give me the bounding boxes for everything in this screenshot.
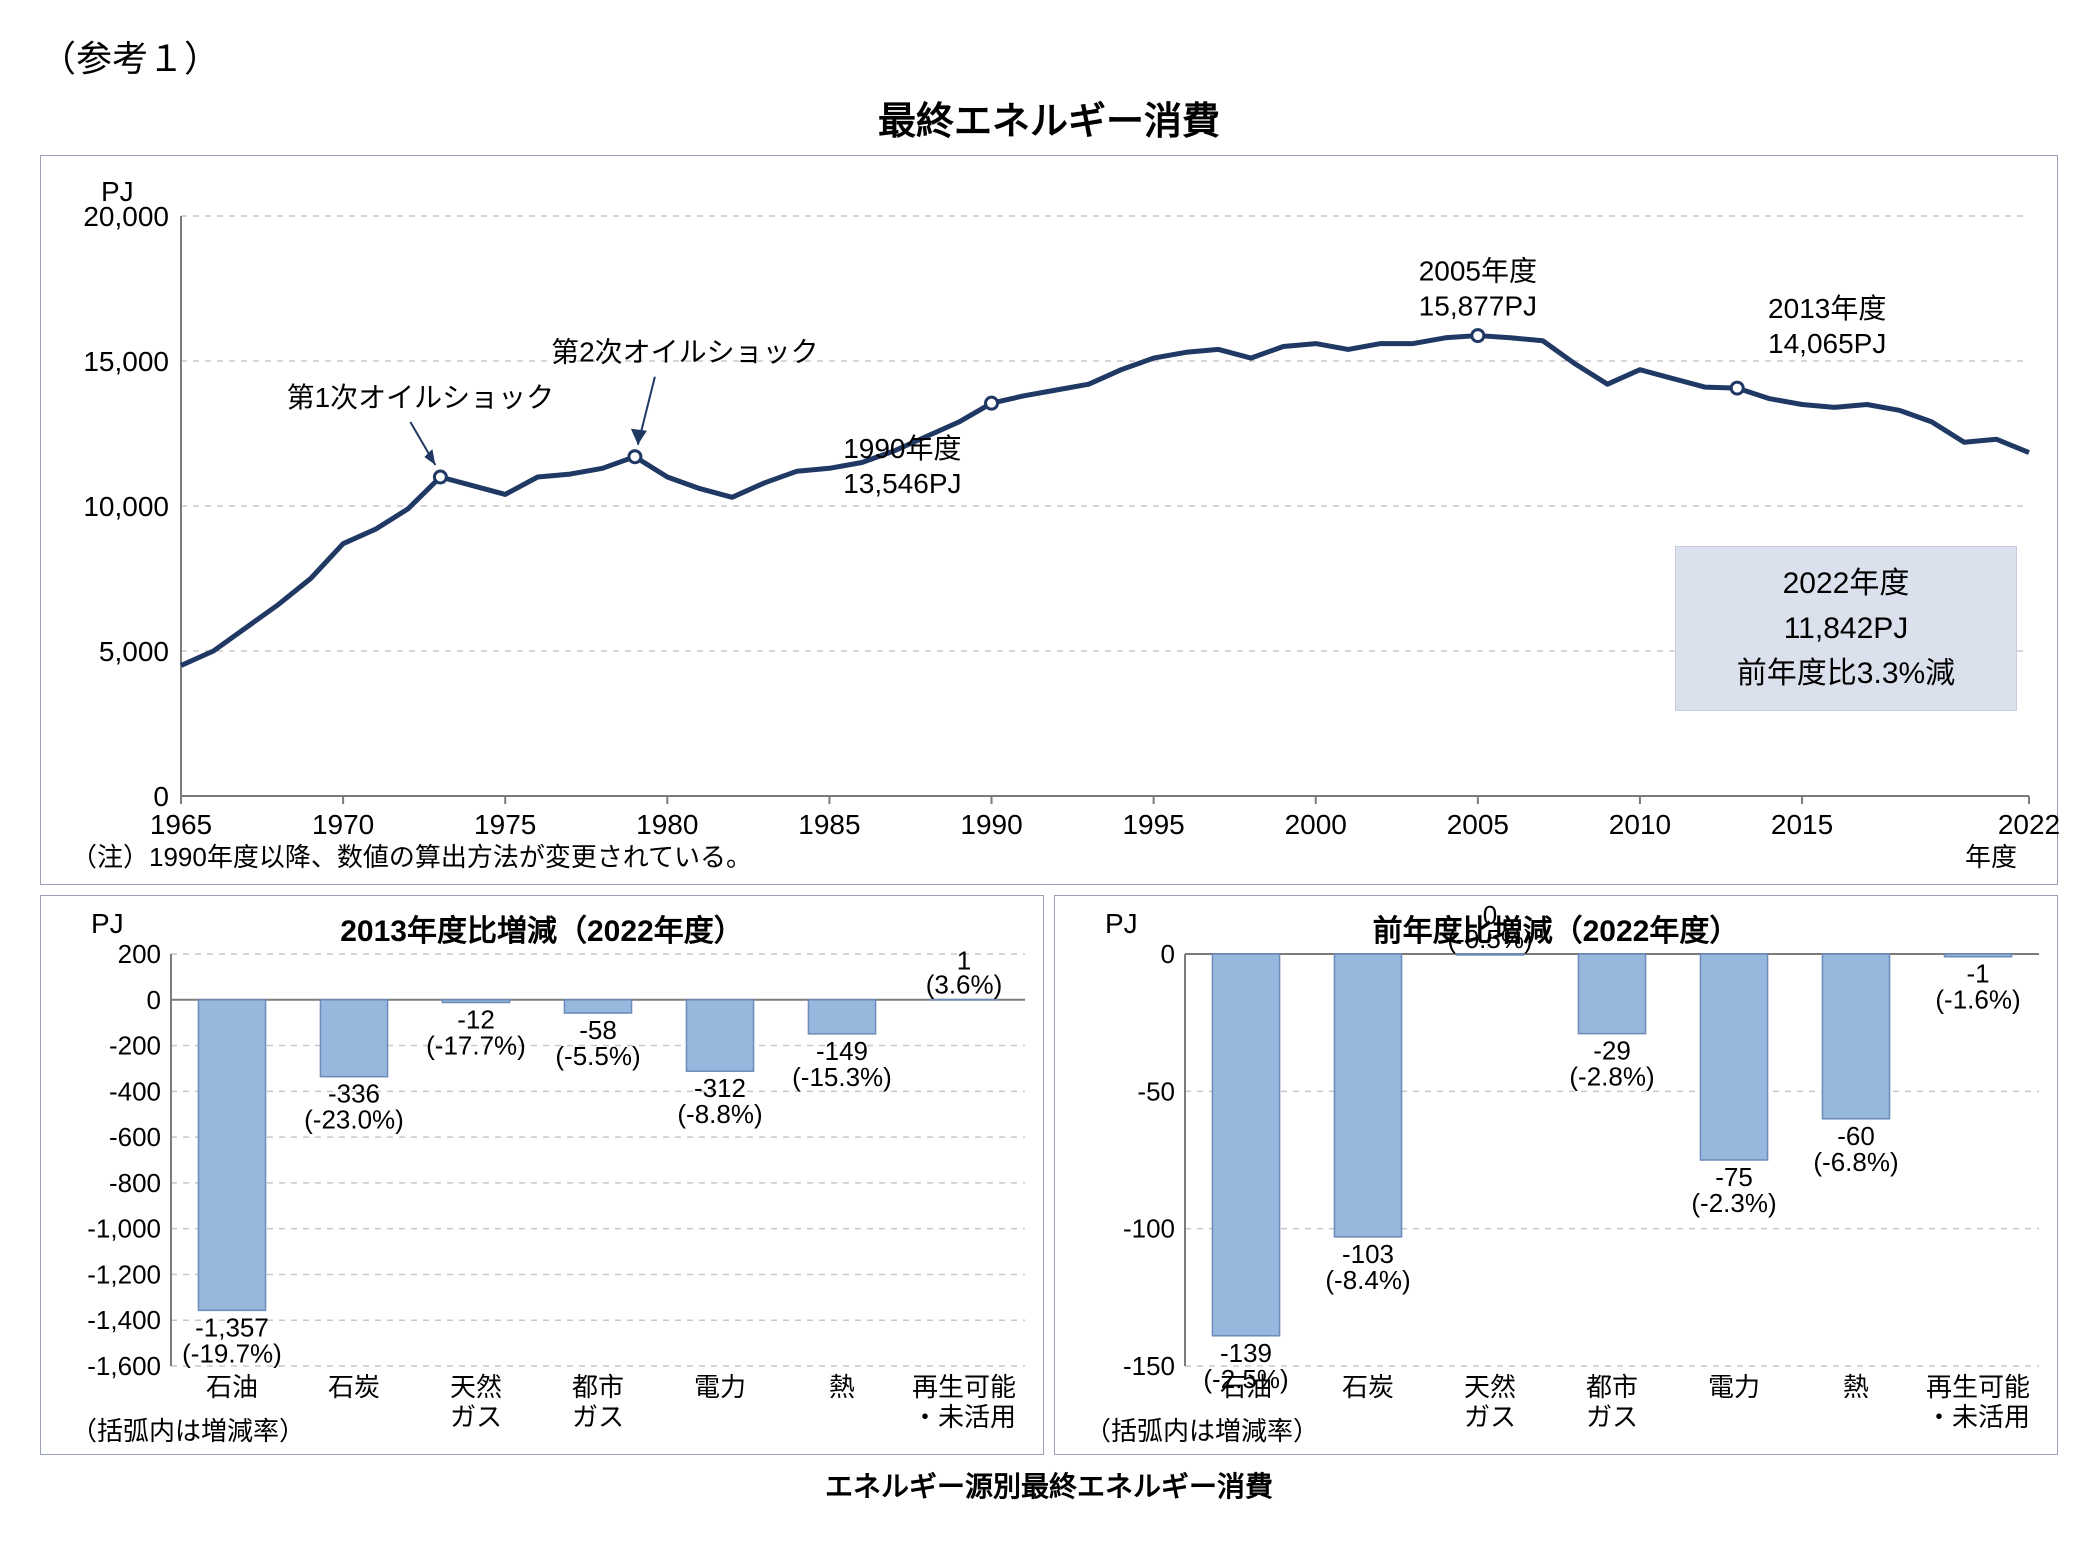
bar-left-panel: 2013年度比増減（2022年度） PJ 2000-200-400-600-80… (40, 895, 1044, 1455)
svg-text:-150: -150 (1123, 1351, 1175, 1381)
svg-text:都市: 都市 (572, 1372, 624, 1402)
line-x-suffix: 年度 (1965, 837, 2017, 874)
svg-text:(-8.8%): (-8.8%) (677, 1099, 762, 1129)
svg-text:1980: 1980 (636, 809, 698, 840)
svg-text:-1,400: -1,400 (87, 1305, 161, 1335)
bar-right-svg: 0-50-100-150-139(-2.5%)石油-103(-8.4%)石炭0(… (1055, 896, 2059, 1456)
bar-left-title: 2013年度比増減（2022年度） (41, 906, 1043, 950)
svg-text:都市: 都市 (1586, 1372, 1638, 1402)
svg-text:-400: -400 (109, 1076, 161, 1106)
svg-text:電力: 電力 (694, 1372, 746, 1402)
svg-text:ガス: ガス (1464, 1402, 1516, 1432)
line-y-unit: PJ (101, 176, 134, 208)
svg-text:15,877PJ: 15,877PJ (1419, 291, 1537, 322)
svg-text:石油: 石油 (1220, 1372, 1272, 1402)
bar-right-panel: 前年度比増減（2022年度） PJ 0-50-100-150-139(-2.5%… (1054, 895, 2058, 1455)
line-chart-note: （注）1990年度以降、数値の算出方法が変更されている。 (71, 837, 752, 874)
svg-text:石炭: 石炭 (328, 1372, 380, 1402)
svg-text:(-15.3%): (-15.3%) (792, 1062, 892, 1092)
svg-text:ガス: ガス (450, 1402, 502, 1432)
svg-text:-100: -100 (1123, 1214, 1175, 1244)
svg-text:・未活用: ・未活用 (912, 1402, 1016, 1432)
svg-text:-1,000: -1,000 (87, 1214, 161, 1244)
svg-text:再生可能: 再生可能 (912, 1372, 1016, 1402)
svg-text:(3.6%): (3.6%) (926, 970, 1003, 1000)
svg-text:-1,200: -1,200 (87, 1259, 161, 1289)
reference-label: （参考１） (40, 30, 2058, 82)
svg-text:天然: 天然 (1464, 1372, 1516, 1402)
svg-text:1965: 1965 (150, 809, 212, 840)
svg-text:-1,600: -1,600 (87, 1351, 161, 1381)
callout-line3: 前年度比3.3%減 (1706, 651, 1986, 696)
svg-text:(-1.6%): (-1.6%) (1935, 985, 2020, 1015)
bar-right-title: 前年度比増減（2022年度） (1055, 906, 2057, 950)
svg-text:1970: 1970 (312, 809, 374, 840)
svg-text:2010: 2010 (1609, 809, 1671, 840)
svg-text:1995: 1995 (1122, 809, 1184, 840)
svg-text:14,065PJ: 14,065PJ (1768, 328, 1886, 359)
svg-text:1975: 1975 (474, 809, 536, 840)
bar-right-unit: PJ (1105, 908, 1138, 940)
svg-text:天然: 天然 (450, 1372, 502, 1402)
svg-text:第2次オイルショック: 第2次オイルショック (551, 337, 819, 368)
bar-left-footnote: （括弧内は増減率） (71, 1411, 305, 1448)
svg-text:(-2.3%): (-2.3%) (1691, 1188, 1776, 1218)
svg-text:5,000: 5,000 (99, 636, 169, 667)
svg-text:0: 0 (153, 781, 169, 812)
svg-text:(-2.8%): (-2.8%) (1569, 1062, 1654, 1092)
svg-text:13,546PJ: 13,546PJ (843, 468, 961, 499)
svg-text:第1次オイルショック: 第1次オイルショック (287, 382, 555, 413)
svg-text:(-8.4%): (-8.4%) (1325, 1265, 1410, 1295)
svg-text:・未活用: ・未活用 (1926, 1402, 2030, 1432)
svg-text:0: 0 (147, 985, 161, 1015)
callout-2022: 2022年度 11,842PJ 前年度比3.3%減 (1675, 546, 2017, 711)
bar-left-svg: 2000-200-400-600-800-1,000-1,200-1,400-1… (41, 896, 1045, 1456)
svg-text:-800: -800 (109, 1168, 161, 1198)
bar-right-footnote: （括弧内は増減率） (1085, 1411, 1319, 1448)
page-title: 最終エネルギー消費 (40, 90, 2058, 145)
svg-text:2005年度: 2005年度 (1419, 256, 1537, 287)
svg-text:-50: -50 (1137, 1076, 1175, 1106)
svg-text:再生可能: 再生可能 (1926, 1372, 2030, 1402)
svg-text:1985: 1985 (798, 809, 860, 840)
svg-text:ガス: ガス (1586, 1402, 1638, 1432)
callout-line2: 11,842PJ (1706, 606, 1986, 651)
svg-text:熱: 熱 (829, 1372, 855, 1402)
svg-text:(-23.0%): (-23.0%) (304, 1105, 404, 1135)
svg-text:ガス: ガス (572, 1402, 624, 1432)
svg-text:2022: 2022 (1998, 809, 2059, 840)
svg-text:2005: 2005 (1447, 809, 1509, 840)
callout-line1: 2022年度 (1706, 561, 1986, 606)
svg-text:15,000: 15,000 (83, 346, 169, 377)
svg-text:電力: 電力 (1708, 1372, 1760, 1402)
svg-text:(-5.5%): (-5.5%) (555, 1041, 640, 1071)
svg-text:石油: 石油 (206, 1372, 258, 1402)
svg-text:-600: -600 (109, 1122, 161, 1152)
footer-title: エネルギー源別最終エネルギー消費 (40, 1465, 2058, 1505)
svg-text:2015: 2015 (1771, 809, 1833, 840)
svg-text:1990年度: 1990年度 (843, 433, 961, 464)
svg-text:2000: 2000 (1285, 809, 1347, 840)
svg-text:1990: 1990 (960, 809, 1022, 840)
svg-text:-200: -200 (109, 1031, 161, 1061)
svg-text:(-6.8%): (-6.8%) (1813, 1147, 1898, 1177)
svg-text:石炭: 石炭 (1342, 1372, 1394, 1402)
line-chart-panel: PJ 05,00010,00015,00020,0001965197019751… (40, 155, 2058, 885)
svg-text:(-19.7%): (-19.7%) (182, 1338, 282, 1368)
svg-text:10,000: 10,000 (83, 491, 169, 522)
svg-text:2013年度: 2013年度 (1768, 293, 1886, 324)
line-chart-svg: 05,00010,00015,00020,0001965197019751980… (41, 156, 2059, 886)
bar-left-unit: PJ (91, 908, 124, 940)
svg-text:熱: 熱 (1843, 1372, 1869, 1402)
svg-text:(-17.7%): (-17.7%) (426, 1031, 526, 1061)
